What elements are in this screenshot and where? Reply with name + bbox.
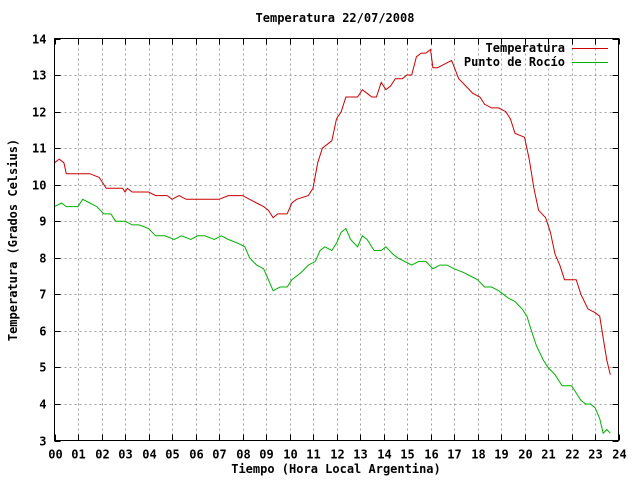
series-layer (54, 48, 611, 435)
x-tick-labels: 00 01 02 03 04 05 06 07 08 09 10 11 12 13 14 15 16 17 18 19… (48, 448, 626, 462)
legend-label: Temperatura (486, 41, 565, 55)
y-tick-label: 12 (32, 106, 46, 120)
y-tick-label: 13 (32, 69, 46, 83)
x-tick-label: 14 (377, 448, 391, 462)
x-tick-label: 20 (518, 448, 532, 462)
x-tick-label: 23 (588, 448, 602, 462)
x-tick-label: 08 (236, 448, 250, 462)
x-tick-label: 09 (259, 448, 273, 462)
x-tick-label: 07 (212, 448, 226, 462)
y-tick-label: 11 (32, 142, 46, 156)
x-tick-label: 03 (118, 448, 132, 462)
y-tick-labels: 3 4 5 6 7 8 9 10 11 12 13 14 (32, 33, 46, 449)
plot-frame (54, 38, 619, 441)
y-tick-label: 4 (39, 398, 46, 412)
x-tick-label: 12 (330, 448, 344, 462)
grid (54, 38, 619, 441)
series-line-punto-de-rocio (54, 198, 611, 435)
y-tick-label: 10 (32, 179, 46, 193)
x-tick-label: 19 (494, 448, 508, 462)
y-tick-label: 5 (39, 361, 46, 375)
x-tick-label: 04 (142, 448, 156, 462)
y-tick-label: 3 (39, 435, 46, 449)
y-tick-label: 7 (39, 288, 46, 302)
series-line-temperatura (54, 48, 611, 375)
y-tick-label: 9 (39, 215, 46, 229)
x-tick-label: 10 (283, 448, 297, 462)
chart-title: Temperatura 22/07/2008 (256, 11, 415, 25)
ticks (54, 38, 620, 442)
x-tick-label: 21 (541, 448, 555, 462)
x-tick-label: 17 (447, 448, 461, 462)
x-tick-label: 05 (165, 448, 179, 462)
x-tick-label: 22 (565, 448, 579, 462)
x-tick-label: 18 (471, 448, 485, 462)
y-tick-label: 6 (39, 325, 46, 339)
y-tick-label: 8 (39, 252, 46, 266)
x-tick-label: 00 (48, 448, 62, 462)
x-tick-label: 16 (424, 448, 438, 462)
x-tick-label: 01 (71, 448, 85, 462)
x-tick-label: 24 (612, 448, 626, 462)
x-tick-label: 15 (400, 448, 414, 462)
x-tick-label: 06 (189, 448, 203, 462)
y-axis-label: Temperatura (Grados Celsius) (6, 139, 20, 341)
x-tick-label: 02 (95, 448, 109, 462)
x-axis-label: Tiempo (Hora Local Argentina) (231, 462, 441, 476)
legend-label: Punto de Rocío (464, 55, 565, 69)
y-tick-label: 14 (32, 33, 46, 47)
x-tick-label: 11 (306, 448, 320, 462)
x-tick-label: 13 (353, 448, 367, 462)
